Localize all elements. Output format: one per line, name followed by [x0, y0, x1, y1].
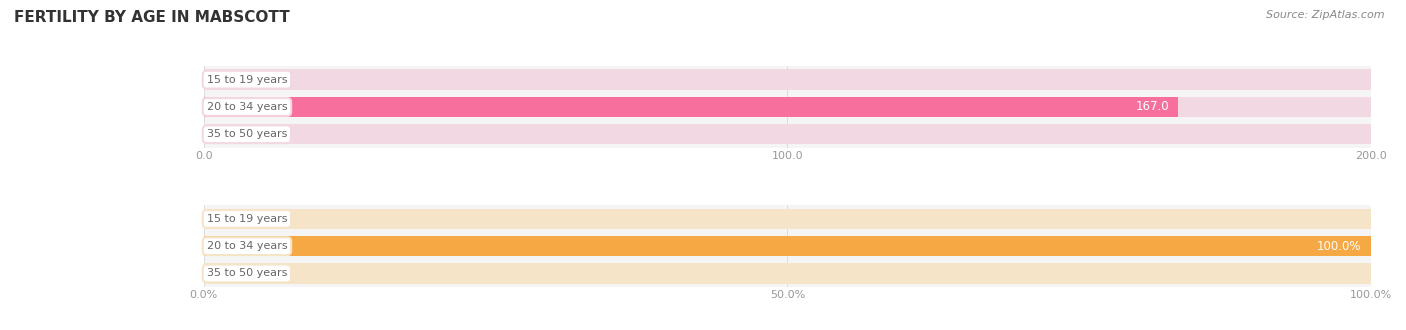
Text: 167.0: 167.0: [1135, 100, 1168, 114]
Bar: [204, 66, 1371, 93]
Text: 0.0%: 0.0%: [215, 213, 245, 225]
Bar: [204, 97, 1178, 117]
Text: Source: ZipAtlas.com: Source: ZipAtlas.com: [1267, 10, 1385, 20]
Text: 0.0: 0.0: [215, 73, 233, 86]
Bar: [204, 236, 1371, 256]
Bar: [204, 236, 1371, 256]
Bar: [204, 263, 1371, 284]
Text: 20 to 34 years: 20 to 34 years: [207, 102, 287, 112]
Text: 0.0%: 0.0%: [215, 267, 245, 280]
Bar: [204, 120, 1371, 148]
Bar: [204, 124, 1371, 145]
Text: 35 to 50 years: 35 to 50 years: [207, 268, 287, 279]
Text: 100.0%: 100.0%: [1317, 240, 1361, 253]
Text: 20 to 34 years: 20 to 34 years: [207, 241, 287, 251]
Bar: [204, 69, 1371, 90]
Text: 15 to 19 years: 15 to 19 years: [207, 75, 287, 85]
Bar: [204, 97, 1371, 117]
Text: 0.0: 0.0: [215, 128, 233, 141]
Text: 35 to 50 years: 35 to 50 years: [207, 129, 287, 139]
Text: 15 to 19 years: 15 to 19 years: [207, 214, 287, 224]
Bar: [204, 93, 1371, 120]
Bar: [204, 260, 1371, 287]
Bar: [204, 205, 1371, 233]
Text: FERTILITY BY AGE IN MABSCOTT: FERTILITY BY AGE IN MABSCOTT: [14, 10, 290, 25]
Bar: [204, 209, 1371, 229]
Bar: [204, 233, 1371, 260]
